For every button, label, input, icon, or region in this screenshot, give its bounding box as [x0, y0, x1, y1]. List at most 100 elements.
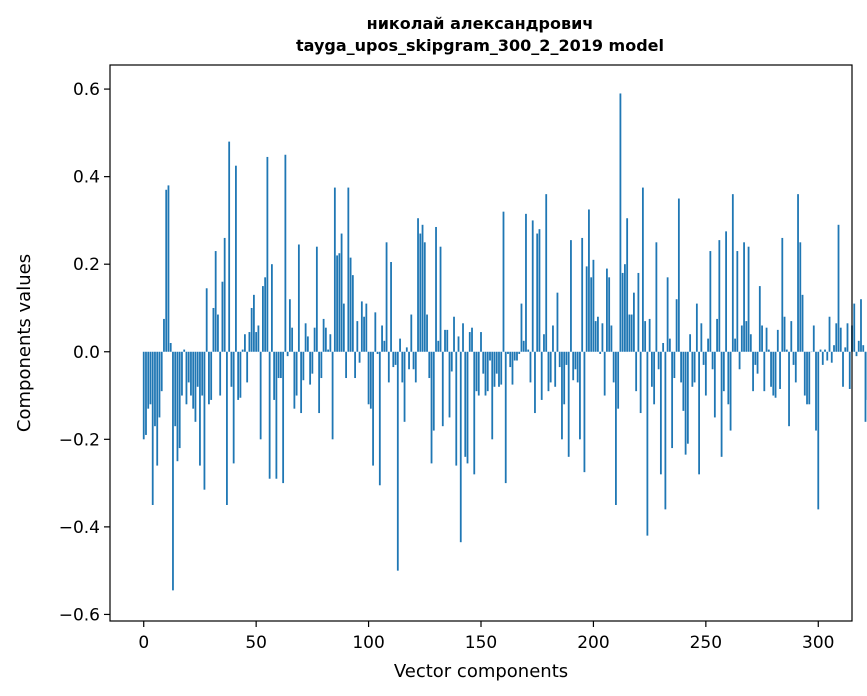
bar — [653, 351, 656, 405]
bar — [781, 237, 784, 352]
bar — [682, 351, 685, 411]
bar — [147, 351, 150, 409]
bar — [342, 303, 345, 352]
bar — [500, 351, 503, 385]
x-tick-label: 50 — [245, 633, 267, 653]
bar — [441, 351, 444, 427]
bar — [471, 327, 473, 352]
bar — [540, 351, 543, 400]
bar — [864, 351, 867, 422]
bar — [558, 351, 561, 368]
bar — [489, 351, 491, 361]
bar — [435, 226, 437, 352]
bar — [480, 332, 482, 352]
bar — [448, 351, 451, 418]
bar — [808, 351, 811, 405]
bar — [219, 351, 222, 396]
bar — [320, 351, 323, 379]
bar — [354, 351, 356, 379]
bar — [554, 351, 557, 387]
bar — [464, 351, 467, 457]
bar — [731, 194, 734, 352]
bar — [695, 303, 698, 352]
bar — [349, 257, 352, 352]
bar — [655, 242, 658, 352]
bar — [244, 334, 246, 352]
bar — [246, 351, 249, 383]
bar — [738, 351, 741, 370]
bar — [399, 338, 401, 352]
bar — [309, 351, 312, 385]
bar — [556, 292, 559, 352]
bar — [210, 351, 213, 400]
bar — [277, 351, 280, 379]
bar — [486, 351, 489, 392]
bar — [363, 316, 365, 352]
bar — [183, 349, 186, 352]
bar — [855, 351, 858, 357]
bar — [223, 237, 226, 352]
bar — [691, 351, 694, 387]
bar — [315, 246, 318, 352]
bar — [689, 334, 692, 352]
bar — [270, 264, 273, 352]
bar — [704, 351, 707, 396]
bar — [408, 351, 410, 370]
bar — [729, 351, 732, 431]
bar — [601, 323, 604, 352]
bar — [511, 351, 514, 385]
bar — [214, 251, 217, 352]
bar — [824, 349, 826, 352]
bar — [680, 351, 683, 383]
bar — [493, 351, 496, 387]
bar — [356, 321, 359, 352]
bar — [381, 325, 383, 352]
bar — [862, 345, 865, 352]
bar — [545, 194, 548, 352]
bar — [635, 351, 638, 392]
bar — [322, 318, 325, 352]
bar — [610, 325, 613, 352]
bar — [538, 229, 541, 352]
bar — [639, 351, 642, 414]
bar — [776, 329, 779, 352]
bar — [282, 351, 285, 484]
y-axis-label: Components values — [14, 254, 35, 432]
bar — [284, 154, 287, 352]
bar — [426, 314, 428, 352]
bar — [644, 321, 647, 352]
bar-series — [142, 93, 867, 591]
bar — [253, 294, 255, 352]
bar — [763, 351, 766, 392]
bar — [421, 224, 424, 352]
bar — [628, 314, 631, 352]
bar — [273, 351, 276, 400]
bar — [295, 351, 298, 396]
bar — [385, 242, 388, 352]
bar — [495, 351, 498, 374]
bar — [336, 255, 338, 352]
bar — [372, 351, 374, 466]
bar — [329, 334, 332, 352]
bar — [154, 351, 156, 427]
bar — [549, 351, 552, 383]
bar — [833, 345, 835, 352]
bar — [502, 211, 505, 352]
bar — [522, 340, 525, 352]
bar — [457, 336, 460, 352]
bar — [142, 351, 145, 440]
bar — [331, 351, 334, 440]
bar — [785, 349, 788, 352]
bar — [187, 351, 190, 383]
bar — [345, 351, 347, 379]
bar — [790, 321, 793, 352]
bar — [594, 321, 597, 352]
bar — [552, 325, 554, 352]
bar — [799, 242, 802, 352]
bar — [318, 351, 321, 414]
bar — [160, 351, 163, 392]
bar — [848, 351, 851, 389]
bar — [641, 187, 644, 352]
bar — [727, 351, 730, 405]
